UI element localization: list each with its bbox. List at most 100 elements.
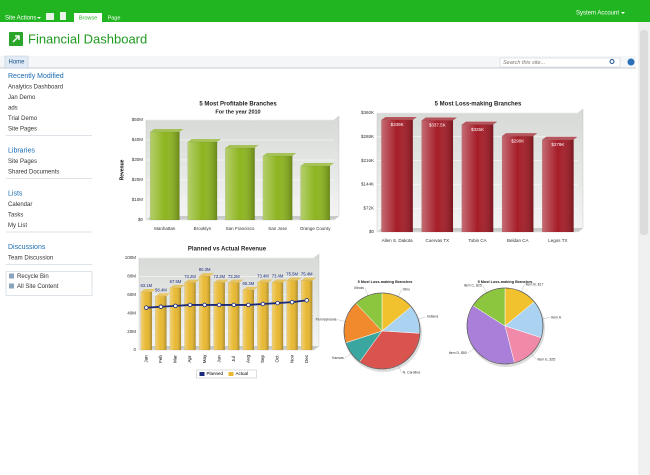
pie-rim xyxy=(466,287,544,365)
x-tick-label: May xyxy=(202,354,207,363)
data-label: 65.3M xyxy=(243,281,255,286)
home-tab xyxy=(4,55,29,69)
x-tick-label: Allen S. Dakota xyxy=(382,238,414,243)
bar-shade xyxy=(184,282,196,350)
data-label: $279K xyxy=(551,142,564,147)
search-placeholder: Search this site... xyxy=(503,60,545,66)
icon[interactable] xyxy=(46,13,54,20)
search-icon[interactable] xyxy=(609,59,615,64)
nav-heading[interactable]: Lists xyxy=(8,190,23,197)
leader-line xyxy=(398,289,402,297)
data-label: 58.4M xyxy=(155,287,167,292)
x-tick-label: Oct xyxy=(275,355,280,363)
bar-top xyxy=(228,279,244,283)
bar-top xyxy=(301,277,317,281)
leader-line xyxy=(467,348,475,354)
page-title: Financial Dashboard xyxy=(28,31,147,46)
line-point xyxy=(173,303,178,309)
x-tick-label: Dec xyxy=(304,354,309,363)
legend-label[interactable]: Planned xyxy=(207,371,224,376)
bar-top xyxy=(257,279,273,283)
slice-label: Kansas xyxy=(332,356,344,360)
y-tick-label: 40M xyxy=(127,310,136,315)
x-tick-label: Beldan CA xyxy=(507,238,529,243)
slice-label: Indiana xyxy=(427,315,439,319)
bar-shade xyxy=(381,119,413,232)
chart-subtitle: For the year 2010 xyxy=(215,109,260,115)
tab[interactable]: Page xyxy=(108,15,121,21)
data-label: 73.2M xyxy=(184,274,196,279)
data-label: 73.4M xyxy=(272,274,284,279)
nav-link[interactable]: Jan Demo xyxy=(8,95,36,101)
bar-top xyxy=(169,284,185,288)
bar-shade xyxy=(199,276,211,350)
x-tick-label: Legos TX xyxy=(548,238,567,243)
nav-link[interactable]: Trial Demo xyxy=(8,116,38,122)
data-label: 73.2M xyxy=(213,274,225,279)
pie-rim xyxy=(343,292,421,370)
bar-shade xyxy=(225,148,255,220)
bar-top xyxy=(187,139,222,142)
home-link[interactable]: Home xyxy=(8,60,25,66)
legend xyxy=(196,369,257,379)
bar-shade xyxy=(169,287,181,350)
icon[interactable] xyxy=(60,12,66,20)
slice-label: Illinois xyxy=(354,286,364,290)
bar-shade xyxy=(272,282,284,350)
data-label: 73.2M xyxy=(228,274,240,279)
leader-line xyxy=(542,317,551,320)
site-actions[interactable]: Site Actions xyxy=(5,16,36,22)
nav-heading[interactable]: Discussions xyxy=(8,244,46,251)
nav-heading[interactable]: Libraries xyxy=(8,147,35,154)
x-tick-label: Jan xyxy=(143,355,148,363)
x-tick-label: Aug xyxy=(246,355,251,364)
x-tick-label: Orange County xyxy=(300,226,331,231)
nav-link[interactable]: Site Pages xyxy=(8,127,37,133)
nav-link[interactable]: Calendar xyxy=(8,202,32,208)
y-tick-label: $0 xyxy=(138,217,144,222)
x-tick-label: San Jose xyxy=(268,226,287,231)
bar-shade xyxy=(300,166,330,220)
y-tick-label: $30M xyxy=(132,157,144,162)
data-label: $325K xyxy=(471,127,484,132)
x-tick-label: Nov xyxy=(289,354,294,363)
search-box[interactable] xyxy=(499,57,621,68)
line-point xyxy=(304,298,309,303)
nav-link[interactable]: Analytics Dashboard xyxy=(8,85,63,91)
y-tick-label: 0 xyxy=(133,347,136,352)
nav-link[interactable]: Tasks xyxy=(8,213,23,219)
help-icon[interactable] xyxy=(627,58,635,66)
line-point xyxy=(289,299,295,305)
nav-link[interactable]: All Site Content xyxy=(17,284,59,290)
nav-link[interactable]: ads xyxy=(8,106,18,112)
y-tick-label: 80M xyxy=(127,274,136,279)
bar-top xyxy=(140,288,156,292)
dropdown-arrow xyxy=(621,12,625,14)
tab-selected[interactable] xyxy=(74,13,102,22)
bar-top xyxy=(242,286,258,290)
y-axis-title: Revenue xyxy=(119,159,125,180)
chart-title: 5 Most Loss-making Branches xyxy=(478,280,533,284)
legend-label[interactable]: Actual xyxy=(236,371,249,376)
data-label: 80.3M xyxy=(199,267,211,272)
y-tick-label: $360K xyxy=(361,110,374,115)
y-tick-label: $40M xyxy=(132,137,144,142)
nav-heading[interactable]: Recently Modified xyxy=(8,73,64,80)
nav-link[interactable]: Shared Documents xyxy=(8,170,59,176)
leader-line xyxy=(530,353,537,360)
nav-link[interactable]: Team Discussion xyxy=(8,256,53,262)
line-point xyxy=(217,302,222,308)
nav-link[interactable]: My List xyxy=(8,223,27,229)
line-point xyxy=(158,304,164,309)
bar-top xyxy=(300,163,334,166)
x-tick-label: Manhattan xyxy=(154,226,176,231)
nav-link[interactable]: Recycle Bin xyxy=(17,274,49,280)
scroll-thumb[interactable] xyxy=(640,30,648,235)
bar-top xyxy=(421,117,457,121)
x-tick-label: Jul xyxy=(231,356,236,362)
user-menu[interactable]: System Account xyxy=(576,11,619,17)
nav-link[interactable]: Site Pages xyxy=(8,159,37,165)
tab[interactable]: Browse xyxy=(79,15,97,21)
